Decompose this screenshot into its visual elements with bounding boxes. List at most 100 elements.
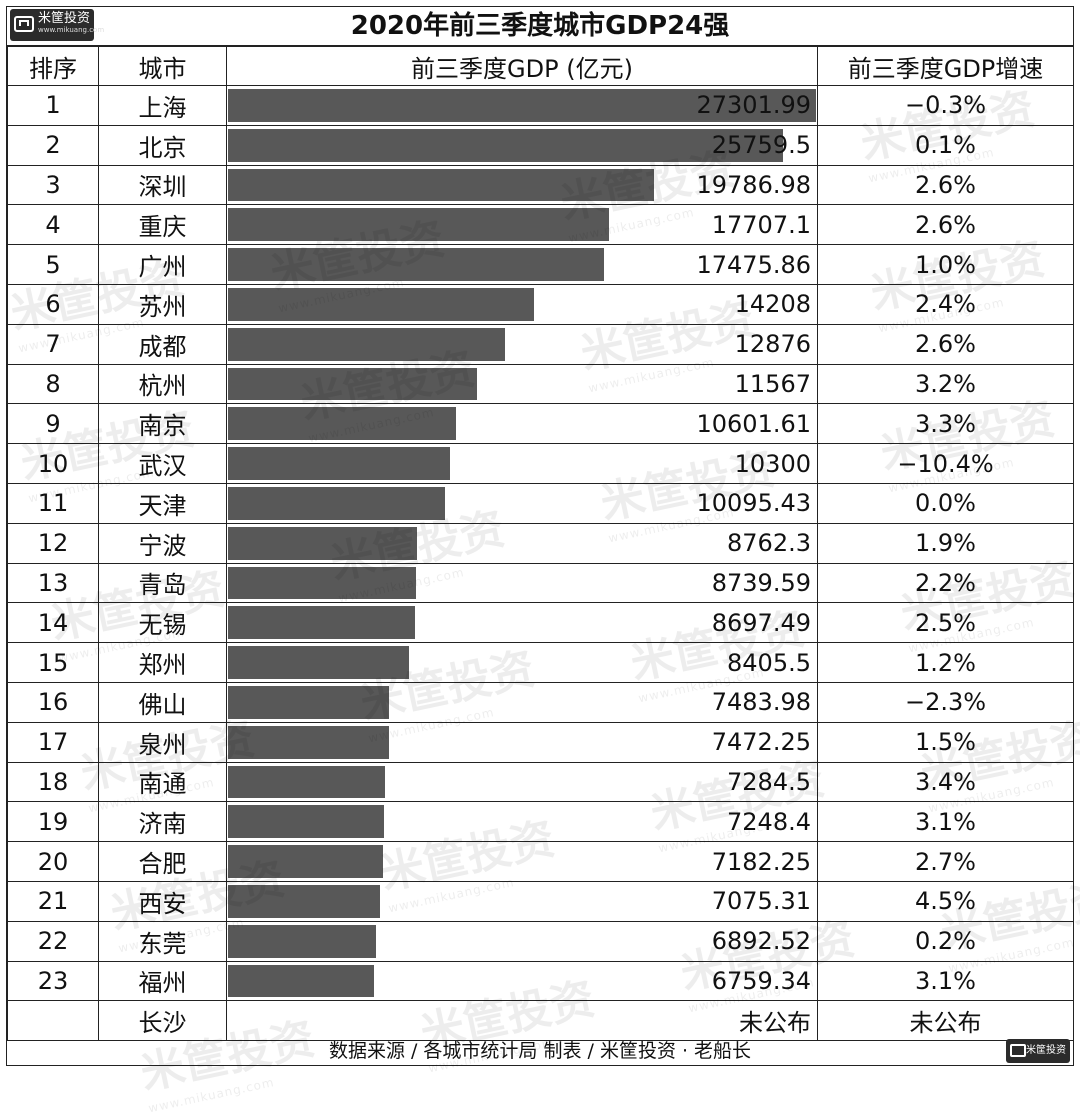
header-city: 城市 <box>98 46 227 86</box>
gdp-value-label: 未公布 <box>739 1009 811 1038</box>
gdp-value-label: 7248.4 <box>727 807 811 836</box>
table-row: 6 苏州 14208 2.4% <box>7 283 1074 325</box>
rank-cell: 6 <box>7 283 99 325</box>
gdp-value-label: 11567 <box>734 369 811 398</box>
growth-cell: 3.2% <box>817 363 1074 405</box>
rank-cell: 5 <box>7 244 99 285</box>
rank-cell: 18 <box>7 761 99 803</box>
city-cell: 西安 <box>98 880 227 922</box>
city-cell: 成都 <box>98 323 227 365</box>
footer-source: 数据来源 / 各城市统计局 制表 / 米筐投资 · 老船长 <box>328 1040 752 1062</box>
rank-cell: 21 <box>7 880 99 922</box>
table-row: 4 重庆 17707.1 2.6% <box>7 204 1074 246</box>
gdp-value-label: 7284.5 <box>727 767 811 796</box>
gdp-value-label: 19786.98 <box>696 170 811 199</box>
gdp-cell: 8405.5 <box>226 642 818 683</box>
gdp-value-label: 17707.1 <box>711 210 811 239</box>
gdp-value-label: 10601.61 <box>696 409 811 438</box>
gdp-value-label: 6892.52 <box>711 927 811 956</box>
growth-cell: 1.5% <box>817 721 1074 763</box>
rank-cell: 10 <box>7 443 99 484</box>
city-cell: 长沙 <box>98 1000 227 1042</box>
gdp-cell: 10095.43 <box>226 482 818 524</box>
rank-cell: 15 <box>7 642 99 683</box>
table-row: 9 南京 10601.61 3.3% <box>7 403 1074 445</box>
table-row: 15 郑州 8405.5 1.2% <box>7 642 1074 683</box>
gdp-bar <box>228 924 376 958</box>
city-cell: 福州 <box>98 960 227 1002</box>
footer-logo-name: 米筐投资 <box>1026 1045 1066 1056</box>
gdp-value-label: 7075.31 <box>711 887 811 916</box>
table-row: 22 东莞 6892.52 0.2% <box>7 920 1074 962</box>
table-row: 18 南通 7284.5 3.4% <box>7 761 1074 803</box>
gdp-bar <box>228 805 384 839</box>
city-cell: 南京 <box>98 403 227 445</box>
gdp-cell: 8697.49 <box>226 602 818 644</box>
growth-cell: −2.3% <box>817 681 1074 723</box>
table-frame <box>6 6 1074 1066</box>
rank-cell: 22 <box>7 920 99 962</box>
growth-cell: 2.4% <box>817 283 1074 325</box>
growth-cell: 2.2% <box>817 562 1074 604</box>
rank-cell: 2 <box>7 124 99 166</box>
city-cell: 天津 <box>98 482 227 524</box>
gdp-cell: 7483.98 <box>226 681 818 723</box>
table-row: 12 宁波 8762.3 1.9% <box>7 522 1074 564</box>
table-row: 16 佛山 7483.98 −2.3% <box>7 681 1074 723</box>
table-row: 20 合肥 7182.25 2.7% <box>7 841 1074 882</box>
rank-cell: 3 <box>7 164 99 206</box>
gdp-value-label: 10095.43 <box>696 489 811 518</box>
logo-name: 米筐投资 <box>38 11 91 26</box>
growth-cell: 2.5% <box>817 602 1074 644</box>
table-row: 11 天津 10095.43 0.0% <box>7 482 1074 524</box>
gdp-value-label: 7182.25 <box>711 847 811 876</box>
table-row: 23 福州 6759.34 3.1% <box>7 960 1074 1002</box>
growth-cell: 2.6% <box>817 323 1074 365</box>
gdp-value-label: 6759.34 <box>711 966 811 995</box>
logo-icon <box>14 16 34 32</box>
gdp-value-label: 7483.98 <box>711 688 811 717</box>
gdp-bar <box>228 486 445 520</box>
growth-cell: −10.4% <box>817 443 1074 484</box>
growth-cell: 0.0% <box>817 482 1074 524</box>
rank-cell: 12 <box>7 522 99 564</box>
gdp-table: 排序 城市 前三季度GDP (亿元) 前三季度GDP增速 1 上海 27301.99… <box>7 46 1074 1042</box>
gdp-bar <box>228 725 389 759</box>
gdp-bar <box>228 884 380 918</box>
rank-cell: 16 <box>7 681 99 723</box>
table-row: 21 西安 7075.31 4.5% <box>7 880 1074 922</box>
table-row: 长沙 未公布 未公布 <box>7 1000 1074 1042</box>
gdp-bar <box>228 367 477 401</box>
brand-logo: 米筐投资 www.mikuang.com <box>10 9 104 41</box>
rank-cell: 9 <box>7 403 99 445</box>
gdp-cell: 11567 <box>226 363 818 405</box>
growth-cell: 未公布 <box>817 1000 1074 1042</box>
growth-cell: 1.9% <box>817 522 1074 564</box>
header-rank: 排序 <box>7 46 99 86</box>
gdp-bar <box>228 685 389 719</box>
rank-cell <box>7 1000 99 1042</box>
footer-logo-icon <box>1010 1044 1026 1057</box>
gdp-bar <box>228 89 816 122</box>
gdp-cell: 8762.3 <box>226 522 818 564</box>
gdp-bar <box>228 845 383 878</box>
gdp-value-label: 14208 <box>734 290 811 319</box>
table-row: 2 北京 25759.5 0.1% <box>7 124 1074 166</box>
growth-cell: 3.4% <box>817 761 1074 803</box>
gdp-cell: 7075.31 <box>226 880 818 922</box>
rank-cell: 7 <box>7 323 99 365</box>
gdp-cell: 7284.5 <box>226 761 818 803</box>
gdp-cell: 17475.86 <box>226 244 818 285</box>
table-row: 3 深圳 19786.98 2.6% <box>7 164 1074 206</box>
gdp-bar <box>228 327 505 361</box>
rank-cell: 23 <box>7 960 99 1002</box>
gdp-value-label: 25759.5 <box>711 131 811 160</box>
growth-cell: 3.3% <box>817 403 1074 445</box>
gdp-cell: 25759.5 <box>226 124 818 166</box>
gdp-cell: 12876 <box>226 323 818 365</box>
gdp-cell: 6892.52 <box>226 920 818 962</box>
table-row: 8 杭州 11567 3.2% <box>7 363 1074 405</box>
table-row: 17 泉州 7472.25 1.5% <box>7 721 1074 763</box>
gdp-bar <box>228 168 654 202</box>
gdp-value-label: 12876 <box>734 330 811 359</box>
